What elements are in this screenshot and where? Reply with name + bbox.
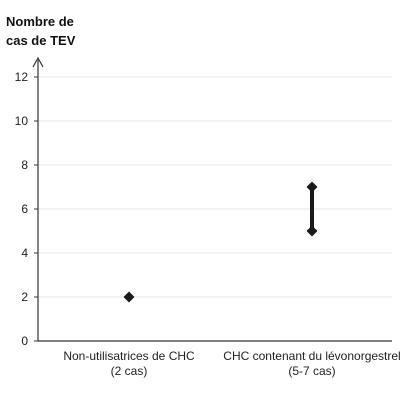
range-high-marker-1 <box>306 181 318 193</box>
range-low-marker-1 <box>306 225 318 237</box>
category-label-line: (5-7 cas) <box>288 364 335 378</box>
y-axis-title-line-1: Nombre de <box>6 14 74 29</box>
y-tick-label: 8 <box>21 158 28 172</box>
y-tick-labels: 0 2 4 6 8 10 12 <box>15 70 29 348</box>
y-axis-title-line-2: cas de TEV <box>6 33 76 48</box>
data-marks <box>123 181 318 303</box>
data-point-marker-0 <box>123 291 135 303</box>
category-label-line: Non-utilisatrices de CHC <box>63 349 195 363</box>
axis-layer <box>32 56 392 342</box>
y-axis-title: Nombre de cas de TEV <box>6 14 76 48</box>
y-tick-label: 10 <box>15 114 29 128</box>
y-axis-arrow <box>32 56 44 68</box>
category-labels: Non-utilisatrices de CHC(2 cas) CHC conte… <box>63 349 400 378</box>
y-tick-label: 4 <box>21 246 28 260</box>
y-tick-label: 0 <box>21 334 28 348</box>
y-tick-label: 12 <box>15 70 29 84</box>
grid-layer <box>38 76 392 298</box>
category-label-line: CHC contenant du lévonorgestrel <box>223 349 400 363</box>
y-tick-label: 6 <box>21 202 28 216</box>
category-label-line: (2 cas) <box>111 364 148 378</box>
y-tick-label: 2 <box>21 290 28 304</box>
